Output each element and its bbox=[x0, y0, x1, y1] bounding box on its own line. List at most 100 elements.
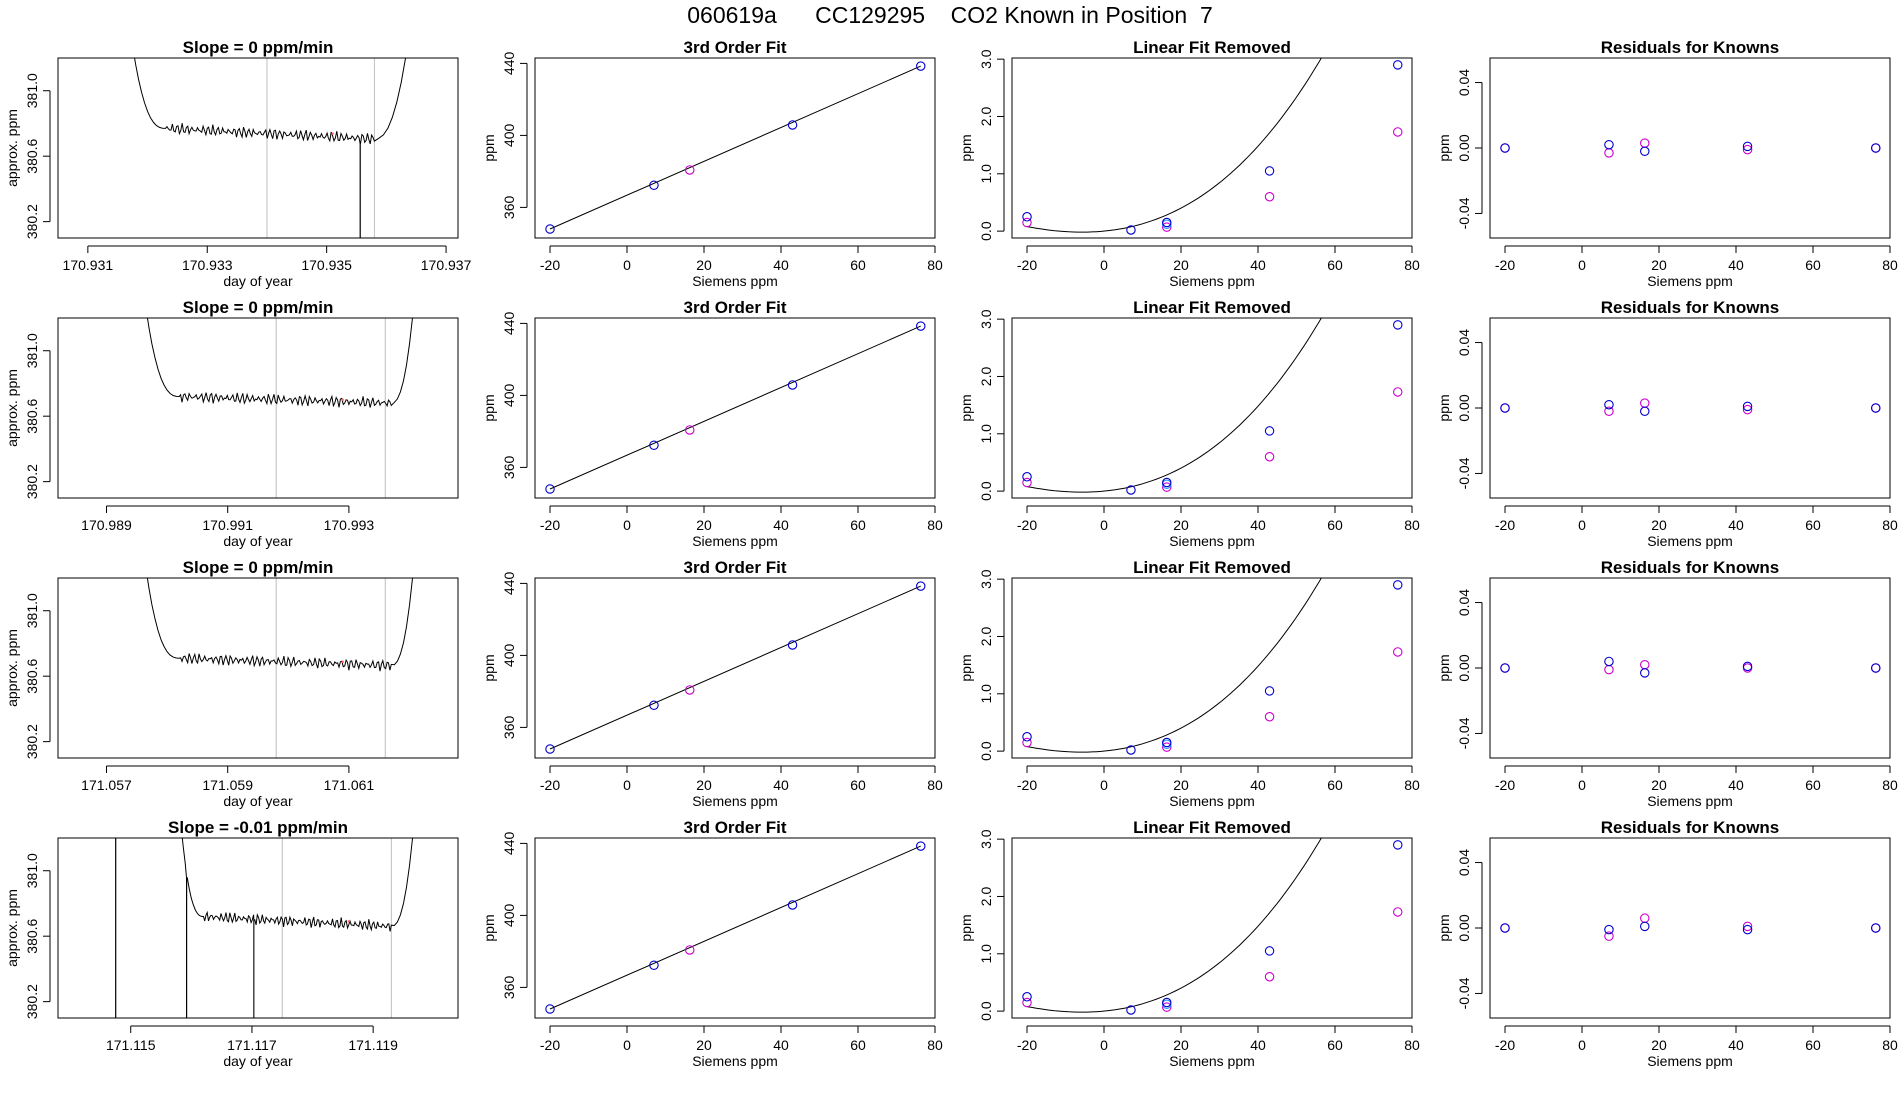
x-tick-label: 80 bbox=[1404, 1037, 1420, 1053]
x-tick-label: -20 bbox=[540, 1037, 560, 1053]
known-point-blue bbox=[1500, 663, 1510, 673]
panel-1-2: 3rd Order Fit -20 0 20 40 60 80 Siemens ppm 360 4… bbox=[481, 558, 943, 809]
known-point-blue bbox=[1126, 485, 1136, 495]
x-tick-label: 60 bbox=[1805, 257, 1821, 273]
plot-area bbox=[146, 318, 413, 498]
y-tick-label: 2.0 bbox=[978, 367, 994, 387]
x-axis-label: Siemens ppm bbox=[1647, 273, 1733, 289]
x-tick-label: 40 bbox=[1728, 257, 1744, 273]
x-tick-label: 60 bbox=[850, 517, 866, 533]
known-point-blue bbox=[1162, 477, 1172, 488]
known-point-blue bbox=[1604, 924, 1614, 935]
x-tick-label: 0 bbox=[623, 257, 631, 273]
panel-3-3: Residuals for Knowns -20 0 20 40 60 80 Siemens … bbox=[1436, 818, 1898, 1069]
known-point-blue bbox=[916, 841, 926, 851]
known-point-blue bbox=[1022, 212, 1032, 222]
x-axis-label: Siemens ppm bbox=[1169, 793, 1255, 809]
x-tick-label: 20 bbox=[696, 257, 712, 273]
x-tick-label: 60 bbox=[850, 1037, 866, 1053]
y-tick-label: 1.0 bbox=[978, 424, 994, 444]
plot-area bbox=[146, 578, 414, 758]
known-point-blue bbox=[1264, 686, 1275, 696]
known-point-blue bbox=[545, 484, 555, 494]
known-point-magenta bbox=[1742, 921, 1753, 932]
known-point-magenta bbox=[1742, 404, 1753, 415]
x-tick-label: 60 bbox=[1805, 517, 1821, 533]
x-tick-label: -20 bbox=[1017, 517, 1037, 533]
y-axis-label: ppm bbox=[958, 654, 974, 681]
known-point-blue bbox=[1126, 745, 1136, 755]
known-point-blue bbox=[1604, 656, 1614, 667]
x-tick-label: 40 bbox=[1728, 1037, 1744, 1053]
x-tick-label: -20 bbox=[1495, 777, 1515, 793]
known-point-magenta bbox=[1162, 222, 1172, 232]
y-tick-label: 380.6 bbox=[24, 658, 40, 693]
x-axis-label: Siemens ppm bbox=[692, 793, 778, 809]
y-axis-label: ppm bbox=[1436, 914, 1452, 941]
mean-marker-point bbox=[331, 132, 334, 135]
plot-frame bbox=[1489, 57, 1891, 239]
known-point-magenta bbox=[1742, 144, 1753, 155]
panel-title: Residuals for Knowns bbox=[1601, 818, 1780, 837]
known-point-magenta bbox=[1640, 398, 1650, 408]
plot-frame bbox=[1489, 577, 1891, 759]
x-tick-label: 80 bbox=[1882, 517, 1898, 533]
ppm-trace-line bbox=[146, 318, 413, 408]
x-tick-label: 80 bbox=[927, 257, 943, 273]
x-tick-label: 20 bbox=[696, 517, 712, 533]
known-point-magenta bbox=[1640, 913, 1650, 923]
x-tick-label: 171.059 bbox=[202, 777, 253, 793]
known-point-blue bbox=[1742, 401, 1753, 412]
x-tick-label: 60 bbox=[1327, 257, 1343, 273]
known-point-blue bbox=[1126, 1005, 1136, 1015]
y-tick-label: 1.0 bbox=[978, 164, 994, 184]
x-tick-label: 170.935 bbox=[301, 257, 352, 273]
x-tick-label: 60 bbox=[1805, 777, 1821, 793]
x-tick-label: 80 bbox=[1882, 257, 1898, 273]
y-tick-label: -0.04 bbox=[1456, 717, 1472, 749]
plot-area bbox=[1026, 838, 1322, 1013]
panel-3-2: Residuals for Knowns -20 0 20 40 60 80 Siemens … bbox=[1436, 558, 1898, 809]
known-point-blue bbox=[649, 960, 659, 971]
y-tick-label: 440 bbox=[501, 832, 517, 856]
y-tick-label: 3.0 bbox=[978, 569, 994, 589]
known-point-blue bbox=[1162, 997, 1172, 1008]
y-tick-label: 0.0 bbox=[978, 221, 994, 241]
y-tick-label: 400 bbox=[501, 124, 517, 148]
x-tick-label: 40 bbox=[773, 257, 789, 273]
known-point-blue bbox=[1264, 426, 1275, 436]
x-tick-label: 171.119 bbox=[348, 1037, 398, 1053]
x-tick-label: 171.115 bbox=[106, 1037, 156, 1053]
known-point-blue bbox=[1022, 472, 1032, 482]
known-point-blue bbox=[1126, 225, 1136, 235]
x-tick-label: 80 bbox=[1404, 777, 1420, 793]
y-tick-label: 2.0 bbox=[978, 627, 994, 647]
x-tick-label: 170.991 bbox=[202, 517, 253, 533]
x-tick-label: 40 bbox=[1728, 517, 1744, 533]
panel-title: 3rd Order Fit bbox=[684, 298, 787, 317]
y-tick-label: 380.2 bbox=[24, 204, 40, 239]
y-axis-label: approx. ppm bbox=[4, 629, 20, 707]
y-tick-label: 2.0 bbox=[978, 887, 994, 907]
known-point-magenta bbox=[1393, 907, 1403, 917]
known-point-blue bbox=[1500, 923, 1510, 933]
x-tick-label: 80 bbox=[1404, 517, 1420, 533]
mean-marker-point bbox=[341, 660, 344, 664]
y-tick-label: 440 bbox=[501, 52, 517, 76]
x-tick-label: 60 bbox=[850, 257, 866, 273]
known-point-magenta bbox=[1162, 482, 1172, 492]
known-point-blue bbox=[916, 61, 926, 71]
known-point-magenta bbox=[685, 945, 695, 955]
y-tick-label: -0.04 bbox=[1456, 457, 1472, 489]
y-tick-label: 400 bbox=[501, 384, 517, 408]
y-tick-label: 380.6 bbox=[24, 138, 40, 173]
known-point-blue bbox=[1604, 399, 1614, 410]
x-tick-label: 40 bbox=[1250, 517, 1266, 533]
x-tick-label: 171.061 bbox=[324, 777, 375, 793]
known-point-blue bbox=[1640, 146, 1650, 157]
known-point-blue bbox=[1393, 840, 1403, 850]
known-point-blue bbox=[916, 321, 926, 331]
known-point-blue bbox=[787, 900, 798, 910]
x-tick-label: 20 bbox=[1173, 777, 1189, 793]
known-point-magenta bbox=[1162, 742, 1172, 752]
